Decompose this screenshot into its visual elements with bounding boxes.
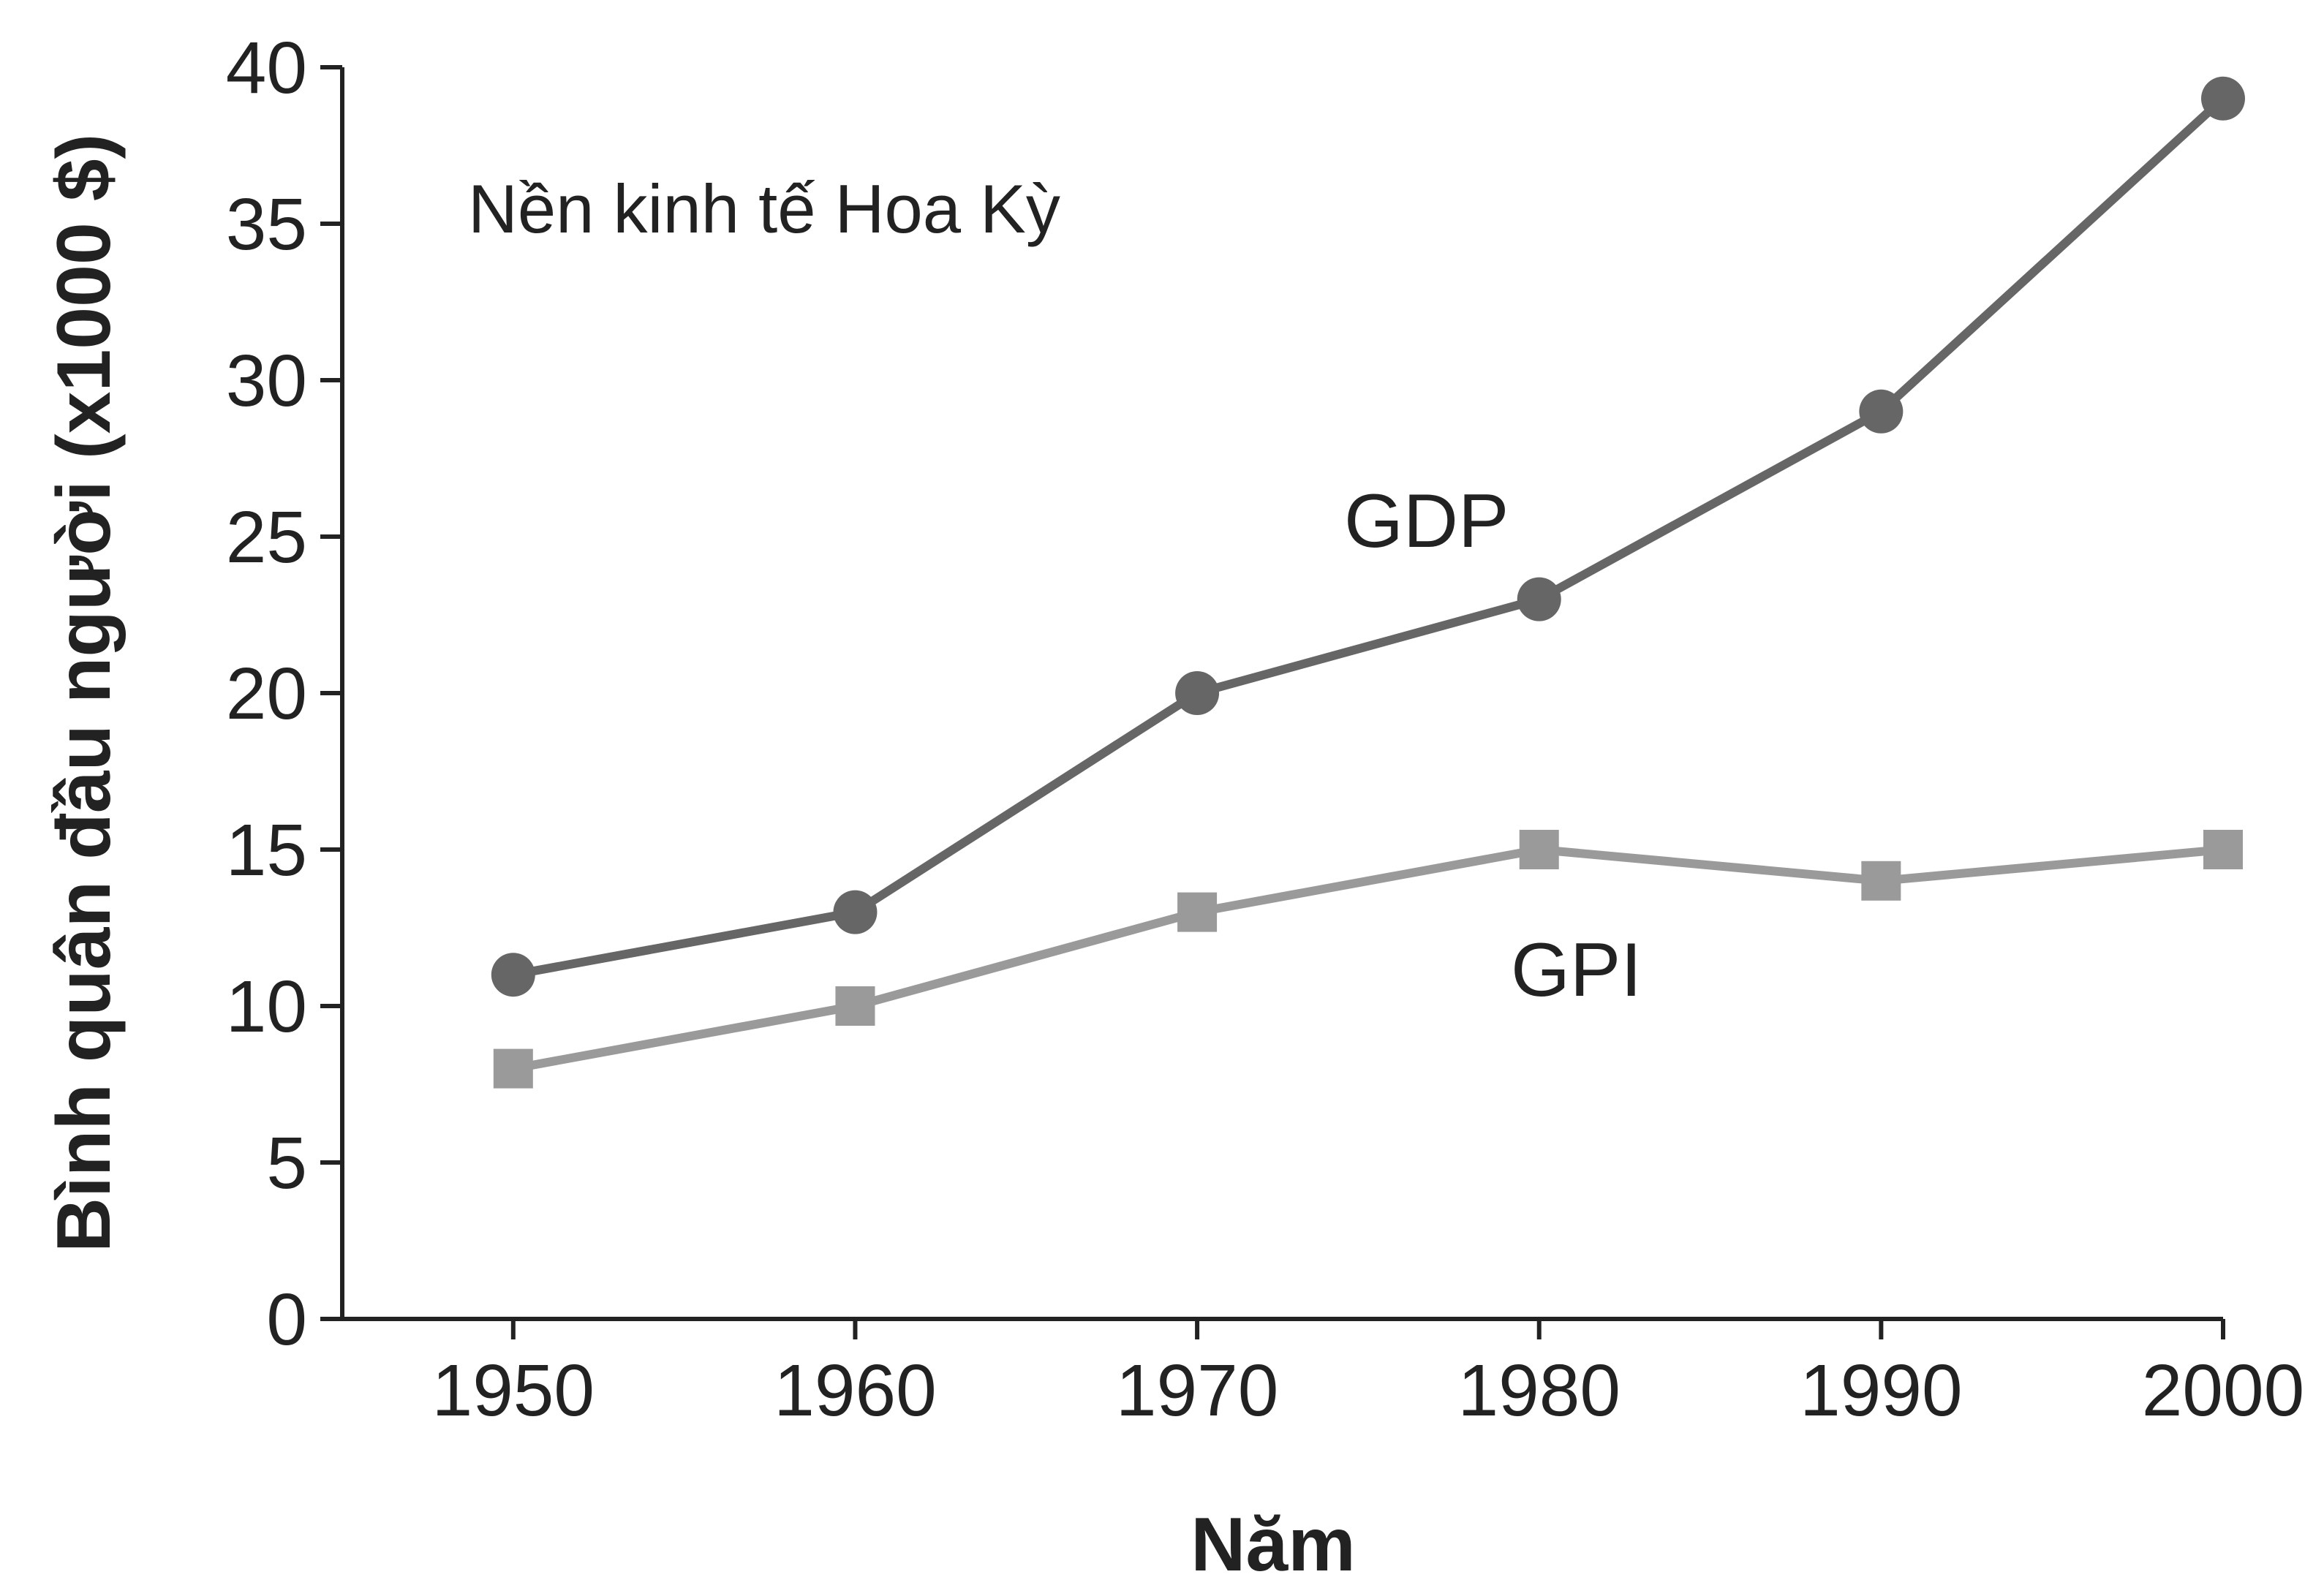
gdp-point xyxy=(833,890,878,934)
y-tick-label: 0 xyxy=(266,1279,307,1361)
x-tick-label: 1970 xyxy=(1116,1350,1278,1432)
y-tick-label: 35 xyxy=(226,184,307,265)
y-tick-label: 10 xyxy=(226,966,307,1048)
y-tick-label: 20 xyxy=(226,653,307,735)
x-tick-label: 2000 xyxy=(2142,1350,2304,1432)
gpi-point xyxy=(493,1048,533,1089)
gpi-line xyxy=(512,845,2224,1073)
y-tick-label: 30 xyxy=(226,340,307,422)
series-gpi xyxy=(493,830,2243,1089)
gdp-point xyxy=(491,953,535,997)
y-tick-label: 25 xyxy=(226,496,307,578)
gpi-point xyxy=(1861,861,1901,901)
gdp-line xyxy=(512,95,2227,980)
series-label-gpi: GPI xyxy=(1511,928,1642,1013)
x-axis-title: Năm xyxy=(1191,1502,1355,1587)
series-layer xyxy=(491,76,2245,1089)
chart-title: Nền kinh tế Hoa Kỳ xyxy=(468,170,1060,247)
gdp-point xyxy=(1175,671,1220,715)
series-label-gdp: GDP xyxy=(1344,479,1509,564)
x-tick-label: 1990 xyxy=(1800,1350,1962,1432)
y-tick-label: 5 xyxy=(266,1122,307,1204)
axes: 0 5 10 15 20 25 30 35 40 1950 1960 1970 1980 1990 2000 xyxy=(226,27,2304,1432)
x-tick-label: 1950 xyxy=(432,1350,595,1432)
gpi-point xyxy=(1519,830,1559,869)
x-tick-label: 1980 xyxy=(1457,1350,1620,1432)
series-gdp xyxy=(491,76,2245,997)
gdp-point xyxy=(2201,76,2245,121)
y-tick-label: 15 xyxy=(226,809,307,891)
gpi-point xyxy=(835,986,875,1026)
gdp-point xyxy=(1859,389,1904,434)
gdp-point xyxy=(1517,577,1561,621)
y-axis-title: Bình quân đầu người (x1000 $) xyxy=(42,134,127,1252)
gpi-point xyxy=(2203,830,2243,869)
gpi-point xyxy=(1177,892,1218,932)
y-tick-label: 40 xyxy=(226,27,307,109)
x-tick-label: 1960 xyxy=(774,1350,936,1432)
